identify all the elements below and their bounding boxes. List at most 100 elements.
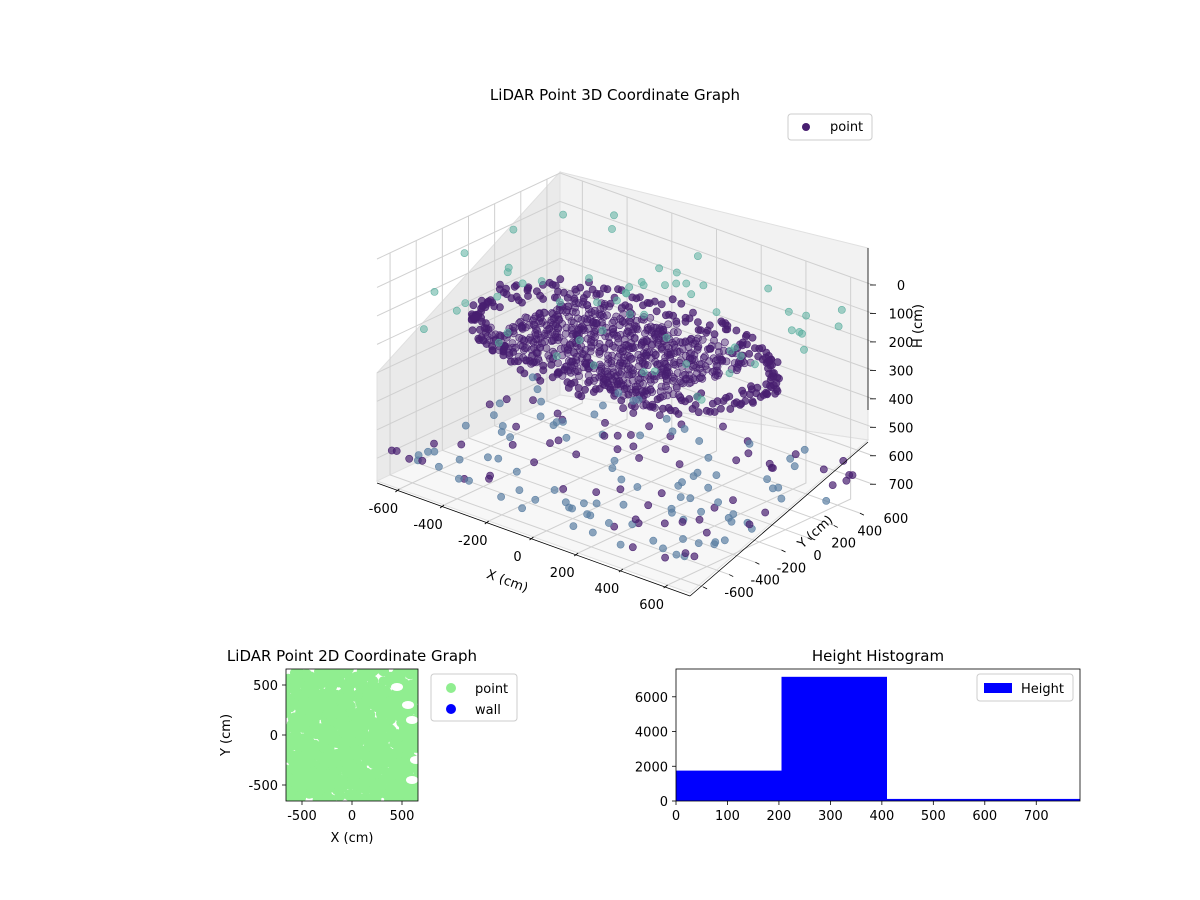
point-3d xyxy=(620,335,629,344)
point-3d xyxy=(558,306,567,315)
point-3d xyxy=(608,225,616,233)
point-3d xyxy=(495,399,504,408)
point-3d xyxy=(586,511,595,520)
point-3d xyxy=(694,342,703,351)
point-3d xyxy=(699,281,708,290)
grid-line xyxy=(376,200,874,314)
point-3d xyxy=(672,337,681,345)
point-3d xyxy=(527,359,535,368)
point-3d xyxy=(461,299,470,307)
point-2d xyxy=(307,772,318,783)
point-3d xyxy=(745,439,754,448)
point-3d xyxy=(520,369,529,378)
point-3d xyxy=(685,379,694,388)
point-3d xyxy=(720,536,729,545)
point-2d xyxy=(330,705,341,716)
point-3d xyxy=(626,310,634,319)
point-3d xyxy=(662,341,671,350)
point-3d xyxy=(761,508,770,517)
point-3d xyxy=(681,338,690,347)
point-3d xyxy=(590,410,599,419)
point-3d xyxy=(650,367,659,376)
x-tick-label-3d: 600 xyxy=(639,598,664,613)
legend-2d-wall-marker xyxy=(446,704,456,714)
point-3d xyxy=(562,433,571,442)
point-3d xyxy=(717,317,726,326)
point-2d xyxy=(413,739,418,750)
point-3d xyxy=(751,344,759,352)
point-3d xyxy=(636,431,644,440)
point-3d xyxy=(588,528,597,537)
y-tick-label-3d: 400 xyxy=(857,524,882,539)
point-3d xyxy=(455,455,464,464)
point-3d xyxy=(520,336,528,345)
legend-histogram-label: Height xyxy=(1021,682,1064,697)
z-axis-label-3d: H (cm) xyxy=(911,304,926,348)
point-3d xyxy=(563,302,572,311)
point-2d xyxy=(338,714,349,725)
chart-histogram: Height Histogram 0 100 200 300 400 500 600 7000… xyxy=(635,647,1081,824)
point-3d xyxy=(535,309,544,318)
z-tick-label-3d: 600 xyxy=(889,450,914,465)
point-2d xyxy=(292,739,303,750)
point-3d xyxy=(625,283,634,292)
point-3d xyxy=(551,313,559,322)
point-3d xyxy=(646,375,655,384)
point-3d xyxy=(625,322,633,331)
point-3d xyxy=(668,427,677,436)
x-tick-label-2d: 500 xyxy=(390,809,415,824)
point-3d xyxy=(726,405,735,413)
point-3d xyxy=(549,421,558,429)
point-3d xyxy=(551,322,560,331)
x-tick-label-3d: 200 xyxy=(550,566,575,581)
gap-2d xyxy=(391,683,403,691)
point-3d xyxy=(533,385,542,394)
point-2d xyxy=(376,718,387,729)
point-3d xyxy=(585,274,593,282)
point-3d xyxy=(686,494,695,503)
point-3d xyxy=(588,285,597,294)
point-3d xyxy=(570,378,579,387)
point-2d xyxy=(289,698,300,709)
point-3d xyxy=(497,492,505,501)
point-3d xyxy=(434,462,443,471)
gap-2d xyxy=(410,756,418,764)
point-3d xyxy=(672,279,681,288)
point-3d xyxy=(583,301,591,310)
point-3d xyxy=(834,322,843,331)
point-3d xyxy=(719,422,727,431)
point-3d xyxy=(593,298,601,307)
point-3d xyxy=(454,474,463,483)
point-3d xyxy=(736,352,745,360)
point-3d xyxy=(516,317,525,326)
point-3d xyxy=(392,447,401,455)
z-tick-label-3d: 400 xyxy=(889,393,914,408)
point-3d xyxy=(622,340,631,349)
y-tick-label-hist: 2000 xyxy=(635,760,668,775)
point-3d xyxy=(616,314,624,323)
point-2d xyxy=(290,729,301,740)
point-3d xyxy=(606,383,615,392)
point-3d xyxy=(650,323,658,332)
z-tick-label-3d: 300 xyxy=(889,364,914,379)
point-3d xyxy=(721,338,729,347)
point-3d xyxy=(560,344,569,353)
point-3d xyxy=(664,320,673,329)
point-3d xyxy=(694,318,702,326)
point-2d xyxy=(297,789,308,800)
point-3d xyxy=(572,308,580,317)
point-2d xyxy=(356,749,367,759)
point-3d xyxy=(603,367,612,376)
point-3d xyxy=(510,282,519,291)
point-3d xyxy=(555,333,564,342)
point-3d xyxy=(424,447,432,456)
floor-pane xyxy=(375,394,870,594)
point-3d xyxy=(510,323,519,332)
point-3d xyxy=(678,345,687,353)
point-3d xyxy=(845,471,854,479)
point-2d xyxy=(341,767,352,778)
y-tick-label-3d: 200 xyxy=(831,537,856,552)
point-3d xyxy=(561,498,570,507)
y-tick-label-3d: -200 xyxy=(777,561,807,576)
point-3d xyxy=(531,495,540,504)
